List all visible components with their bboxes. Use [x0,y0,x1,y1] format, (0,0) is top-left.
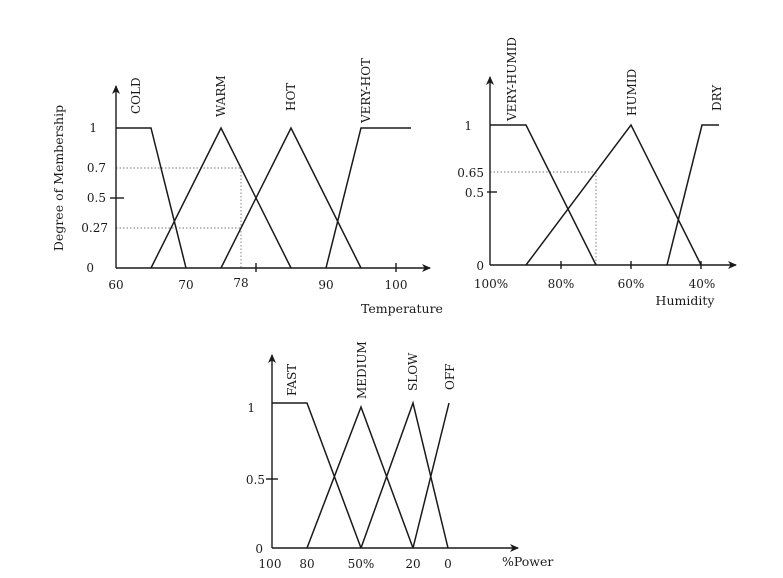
set-label-off: OFF [443,364,457,391]
mf-very-hot [325,127,411,269]
set-label-cold: COLD [129,77,143,114]
y-axis-title: Degree of Membership [51,105,66,251]
set-label-hot: HOT [284,83,298,111]
set-label-slow: SLOW [406,352,420,391]
x-label-0: 0 [444,557,452,571]
x-axis-title: Humidity [656,293,716,308]
y-label-1: 1 [464,119,472,133]
x-axis-title: Temperature [361,301,443,316]
mf-medium [306,404,414,549]
x-label-90: 90 [318,278,333,292]
x-label-78: 78 [233,276,248,290]
y-label-0.5: 0.5 [465,186,484,200]
set-label-medium: MEDIUM [355,341,369,399]
y-label-0.5: 0.5 [246,473,265,487]
temperature-chart: 1 0.7 0.5 0.27 0 60 70 78 90 100 Tempera… [51,58,443,316]
x-label-40pct: 40% [689,277,716,291]
y-label-0: 0 [476,259,484,273]
x-label-20: 20 [405,557,420,571]
mf-dry [666,124,719,266]
y-label-1: 1 [89,121,97,135]
x-label-50pct: 50% [348,557,375,571]
set-label-very-humid: VERY-HUMID [505,37,519,122]
set-label-fast: FAST [285,364,299,396]
mf-off [412,402,450,549]
mf-warm [150,126,292,269]
power-chart: 1 0.5 0 100 80 50% 20 0 %Power FAST MEDI… [246,341,553,571]
x-label-100: 100 [385,278,408,292]
y-label-0.5: 0.5 [87,191,106,205]
mf-fast [272,402,362,549]
y-label-0.27: 0.27 [81,221,108,235]
y-label-0: 0 [86,261,94,275]
x-label-100pct: 100% [474,277,508,291]
mf-very-humid [490,124,597,266]
mf-slow [360,400,449,549]
y-label-1: 1 [247,401,255,415]
x-label-100: 100 [259,557,282,571]
y-label-0: 0 [255,542,263,556]
set-label-dry: DRY [710,84,724,111]
set-label-warm: WARM [214,75,228,117]
x-label-60: 60 [108,278,123,292]
mf-humid [525,123,702,266]
mf-hot [220,126,362,269]
x-label-80: 80 [299,557,314,571]
x-axis-title: %Power [502,554,553,569]
mf-cold [116,127,187,269]
set-label-very-hot: VERY-HOT [359,58,373,124]
x-label-60pct: 60% [618,277,645,291]
x-label-70: 70 [178,278,193,292]
set-label-humid: HUMID [625,69,639,116]
y-label-0.7: 0.7 [87,161,106,175]
x-label-80pct: 80% [548,277,575,291]
humidity-chart: 1 0.65 0.5 0 100% 80% 60% 40% Humidity V… [457,37,737,308]
y-label-0.65: 0.65 [457,166,484,180]
